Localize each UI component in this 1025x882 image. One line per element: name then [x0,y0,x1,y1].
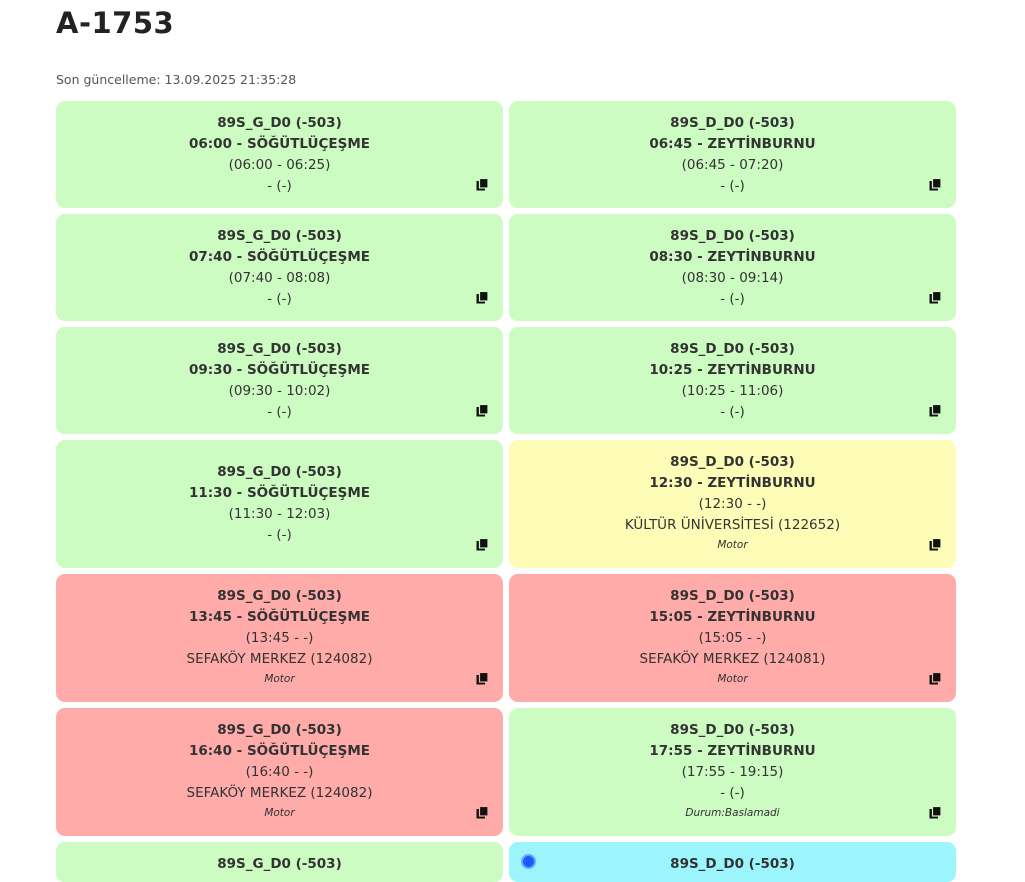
trip-route: 89S_G_D0 (-503) [217,115,342,131]
trip-route: 89S_D_D0 (-503) [670,454,795,470]
copy-icon[interactable] [476,291,489,304]
trip-departure: 10:25 - ZEYTİNBURNU [649,362,816,378]
copy-icon[interactable] [929,404,942,417]
trip-card[interactable]: 89S_D_D0 (-503) 17:55 - ZEYTİNBURNU (17:… [509,708,956,836]
trip-driver: - (-) [267,527,292,543]
trip-time: (07:40 - 08:08) [228,270,331,286]
trip-route: 89S_D_D0 (-503) [670,856,795,872]
trip-route: 89S_D_D0 (-503) [670,228,795,244]
copy-icon[interactable] [929,806,942,819]
trip-route: 89S_G_D0 (-503) [217,464,342,480]
trip-departure: 11:30 - SÖĞÜTLÜÇEŞME [188,485,371,501]
trip-departure: 13:45 - SÖĞÜTLÜÇEŞME [188,609,371,625]
trip-note: Durum:Baslamadi [685,807,780,819]
trip-driver: - (-) [267,178,292,194]
trip-note: Motor [264,673,295,685]
trip-time: (11:30 - 12:03) [228,506,331,522]
trip-card[interactable]: 89S_G_D0 (-503) 13:45 - SÖĞÜTLÜÇEŞME (13… [56,574,503,702]
copy-icon[interactable] [929,178,942,191]
trip-departure: 15:05 - ZEYTİNBURNU [649,609,816,625]
copy-icon[interactable] [476,538,489,551]
trip-card[interactable]: 89S_G_D0 (-503) 16:40 - SÖĞÜTLÜÇEŞME (16… [56,708,503,836]
trip-departure: 16:40 - SÖĞÜTLÜÇEŞME [188,743,371,759]
trip-route: 89S_D_D0 (-503) [670,115,795,131]
trip-card[interactable]: 89S_G_D0 (-503) 06:00 - SÖĞÜTLÜÇEŞME (06… [56,101,503,208]
copy-icon[interactable] [476,178,489,191]
trip-card-active[interactable]: 89S_D_D0 (-503) [509,842,956,882]
trip-departure: 09:30 - SÖĞÜTLÜÇEŞME [188,362,371,378]
page-title: A-1753 [56,6,175,40]
trip-route: 89S_G_D0 (-503) [217,856,342,872]
trip-time: (06:45 - 07:20) [681,157,784,173]
trip-card[interactable]: 89S_G_D0 (-503) 09:30 - SÖĞÜTLÜÇEŞME (09… [56,327,503,434]
trip-departure: 08:30 - ZEYTİNBURNU [649,249,816,265]
trip-card[interactable]: 89S_G_D0 (-503) [56,842,503,882]
trip-driver: - (-) [267,291,292,307]
trip-driver: - (-) [720,291,745,307]
trip-time: (10:25 - 11:06) [681,383,784,399]
trip-route: 89S_G_D0 (-503) [217,722,342,738]
trip-card[interactable]: 89S_D_D0 (-503) 06:45 - ZEYTİNBURNU (06:… [509,101,956,208]
active-dot-icon [523,856,534,867]
trip-card[interactable]: 89S_D_D0 (-503) 15:05 - ZEYTİNBURNU (15:… [509,574,956,702]
trip-route: 89S_D_D0 (-503) [670,341,795,357]
trip-note: Motor [264,807,295,819]
trip-grid: 89S_G_D0 (-503) 06:00 - SÖĞÜTLÜÇEŞME (06… [56,101,956,882]
trip-departure: 06:45 - ZEYTİNBURNU [649,136,816,152]
trip-note: Motor [717,673,748,685]
trip-driver: SEFAKÖY MERKEZ (124081) [639,651,826,667]
trip-card[interactable]: 89S_D_D0 (-503) 12:30 - ZEYTİNBURNU (12:… [509,440,956,568]
trip-time: (17:55 - 19:15) [681,764,784,780]
trip-driver: SEFAKÖY MERKEZ (124082) [186,651,373,667]
trip-driver: - (-) [720,178,745,194]
trip-note: Motor [717,539,748,551]
trip-driver: SEFAKÖY MERKEZ (124082) [186,785,373,801]
copy-icon[interactable] [929,291,942,304]
trip-departure: 12:30 - ZEYTİNBURNU [649,475,816,491]
trip-card[interactable]: 89S_G_D0 (-503) 11:30 - SÖĞÜTLÜÇEŞME (11… [56,440,503,568]
trip-card[interactable]: 89S_D_D0 (-503) 10:25 - ZEYTİNBURNU (10:… [509,327,956,434]
trip-route: 89S_G_D0 (-503) [217,588,342,604]
trip-time: (09:30 - 10:02) [228,383,331,399]
trip-route: 89S_D_D0 (-503) [670,588,795,604]
trip-departure: 07:40 - SÖĞÜTLÜÇEŞME [188,249,371,265]
trip-time: (12:30 - -) [698,496,767,512]
trip-route: 89S_G_D0 (-503) [217,341,342,357]
trip-time: (16:40 - -) [245,764,314,780]
trip-card[interactable]: 89S_D_D0 (-503) 08:30 - ZEYTİNBURNU (08:… [509,214,956,321]
trip-driver: - (-) [720,785,745,801]
trip-card[interactable]: 89S_G_D0 (-503) 07:40 - SÖĞÜTLÜÇEŞME (07… [56,214,503,321]
copy-icon[interactable] [476,672,489,685]
trip-route: 89S_D_D0 (-503) [670,722,795,738]
last-updated: Son güncelleme: 13.09.2025 21:35:28 [56,72,297,87]
copy-icon[interactable] [929,538,942,551]
trip-time: (13:45 - -) [245,630,314,646]
trip-driver: KÜLTÜR ÜNİVERSİTESİ (122652) [624,517,841,533]
trip-time: (08:30 - 09:14) [681,270,784,286]
copy-icon[interactable] [929,672,942,685]
trip-time: (06:00 - 06:25) [228,157,331,173]
trip-departure: 06:00 - SÖĞÜTLÜÇEŞME [188,136,371,152]
trip-departure: 17:55 - ZEYTİNBURNU [649,743,816,759]
trip-driver: - (-) [267,404,292,420]
copy-icon[interactable] [476,806,489,819]
copy-icon[interactable] [476,404,489,417]
trip-route: 89S_G_D0 (-503) [217,228,342,244]
trip-driver: - (-) [720,404,745,420]
trip-time: (15:05 - -) [698,630,767,646]
